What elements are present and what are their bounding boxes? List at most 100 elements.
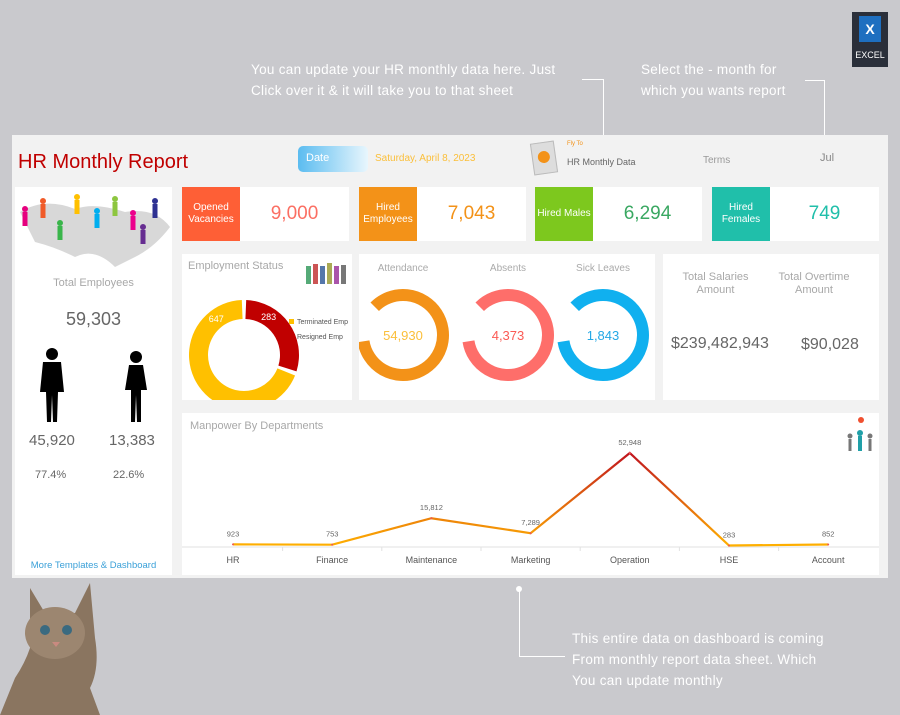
excel-icon: X — [859, 16, 881, 42]
ring-arc — [462, 289, 554, 381]
person-figure — [94, 208, 100, 228]
excel-logo: X EXCEL — [852, 12, 888, 67]
date-label: Date — [298, 146, 368, 172]
page-title: HR Monthly Report — [18, 151, 189, 173]
category-label: Marketing — [511, 555, 551, 565]
data-point — [827, 543, 830, 546]
connector — [824, 80, 825, 140]
salaries-card: Total Salaries Amount Total Overtime Amo… — [663, 254, 879, 400]
data-label: 852 — [822, 530, 835, 539]
ring-value: 54,930 — [383, 328, 423, 343]
category-label: Finance — [316, 555, 348, 565]
kpi-label: Hired Males — [535, 187, 593, 241]
ring-value: 4,373 — [492, 328, 525, 343]
kpi-value: 7,043 — [447, 203, 496, 224]
annotation-line: You can update monthly — [572, 673, 723, 688]
kpi-value: 749 — [808, 203, 841, 224]
employment-status-title: Employment Status — [188, 260, 284, 272]
fly-to-label: Fly To — [567, 141, 583, 147]
employment-legend: Terminated Emp Resigned Emp — [289, 315, 348, 345]
kpi-label: Hired Employees — [359, 187, 417, 241]
kpi-card: Opened Vacancies 9,000 — [182, 187, 349, 241]
person-figure — [22, 206, 28, 226]
series-line — [232, 451, 829, 547]
world-people-icon — [20, 194, 170, 267]
connector — [519, 589, 520, 657]
hr-monthly-data-link[interactable]: HR Monthly Data — [567, 157, 636, 167]
donut-label: 647 — [209, 314, 224, 324]
fly-to-icon[interactable] — [529, 140, 559, 176]
date-value: Saturday, April 8, 2023 — [375, 153, 476, 164]
female-percent: 22.6% — [113, 469, 145, 481]
kpi-label: Opened Vacancies — [182, 187, 240, 241]
category-label: HR — [227, 555, 240, 565]
male-percent: 77.4% — [35, 469, 67, 481]
category-label: Maintenance — [406, 555, 458, 565]
kpi-card: Hired Employees 7,043 — [359, 187, 526, 241]
kpi-card: Hired Females 749 — [712, 187, 879, 241]
cat-image — [0, 583, 100, 715]
person-figure — [112, 196, 118, 216]
legend-label: Terminated Emp — [297, 319, 348, 326]
annotation-line: You can update your HR monthly data here… — [251, 62, 556, 77]
total-employees-label: Total Employees — [53, 277, 134, 289]
crowd-icon — [306, 263, 346, 284]
donut-slice — [189, 300, 296, 400]
person-figure — [74, 194, 80, 214]
person-figure — [130, 210, 136, 230]
kpi-label: Hired Females — [712, 187, 770, 241]
data-point — [628, 452, 631, 454]
attendance-card: Attendance 54,930 Absents 4,373 Sick Leaves 1… — [357, 254, 655, 400]
person-figure — [40, 198, 46, 218]
data-label: 923 — [227, 529, 240, 538]
donut-label: 283 — [261, 312, 276, 322]
manpower-title: Manpower By Departments — [190, 420, 324, 432]
data-point — [728, 544, 730, 547]
annotation-select-month: Select the - month for which you wants r… — [641, 59, 786, 101]
sidebar-card: Total Employees 59,303 45,920 13,383 77.… — [15, 187, 172, 575]
manpower-line-chart: 923 HR 753 Finance 15,812 Maintenance 7,289 Mar… — [182, 438, 879, 565]
total-salaries-label: Total Salaries Amount — [682, 271, 749, 296]
team-icon — [847, 417, 873, 451]
annotation-update-data: You can update your HR monthly data here… — [251, 59, 555, 101]
employment-status-card: Employment Status 647 283 Terminated Emp … — [182, 254, 352, 400]
connector — [805, 80, 825, 81]
category-label: Account — [812, 555, 845, 565]
connector — [582, 79, 604, 80]
total-employees-value: 59,303 — [65, 309, 122, 329]
total-overtime-label: Total Overtime Amount — [778, 271, 850, 296]
person-figure — [140, 224, 146, 244]
legend-item: Terminated Emp — [289, 315, 348, 330]
person-figure — [152, 198, 158, 218]
data-point — [331, 543, 334, 546]
kpi-value: 9,000 — [270, 203, 319, 224]
connector — [603, 79, 604, 139]
employment-donut-chart: 647 283 — [189, 300, 299, 400]
ring-arc — [357, 289, 449, 381]
more-templates-link[interactable]: More Templates & Dashboard — [30, 560, 157, 571]
ring-title: Sick Leaves — [576, 263, 630, 274]
annotation-line: Click over it & it will take you to that… — [251, 83, 514, 98]
legend-label: Resigned Emp — [297, 334, 343, 341]
data-label: 283 — [723, 531, 736, 540]
data-point — [430, 517, 433, 520]
connector — [519, 656, 565, 657]
female-count: 13,383 — [109, 432, 155, 449]
male-silhouette-icon — [40, 348, 64, 422]
data-point — [232, 543, 234, 546]
legend-item: Resigned Emp — [289, 330, 348, 345]
excel-label: EXCEL — [855, 50, 885, 60]
total-overtime-value: $90,028 — [801, 336, 859, 353]
ring-value: 1,843 — [587, 328, 620, 343]
kpi-card: Hired Males 6,294 — [535, 187, 702, 241]
person-figure — [57, 220, 63, 240]
data-label: 15,812 — [420, 503, 443, 512]
female-silhouette-icon — [125, 351, 147, 422]
annotation-line: This entire data on dashboard is coming — [572, 631, 824, 646]
month-selector[interactable]: Jul — [820, 152, 835, 164]
data-label: 52,948 — [618, 438, 641, 447]
male-count: 45,920 — [29, 432, 75, 449]
annotation-line: which you wants report — [641, 83, 786, 98]
attendance-rings: Attendance 54,930 Absents 4,373 Sick Leaves 1… — [357, 263, 649, 381]
data-label: 7,289 — [521, 518, 540, 527]
